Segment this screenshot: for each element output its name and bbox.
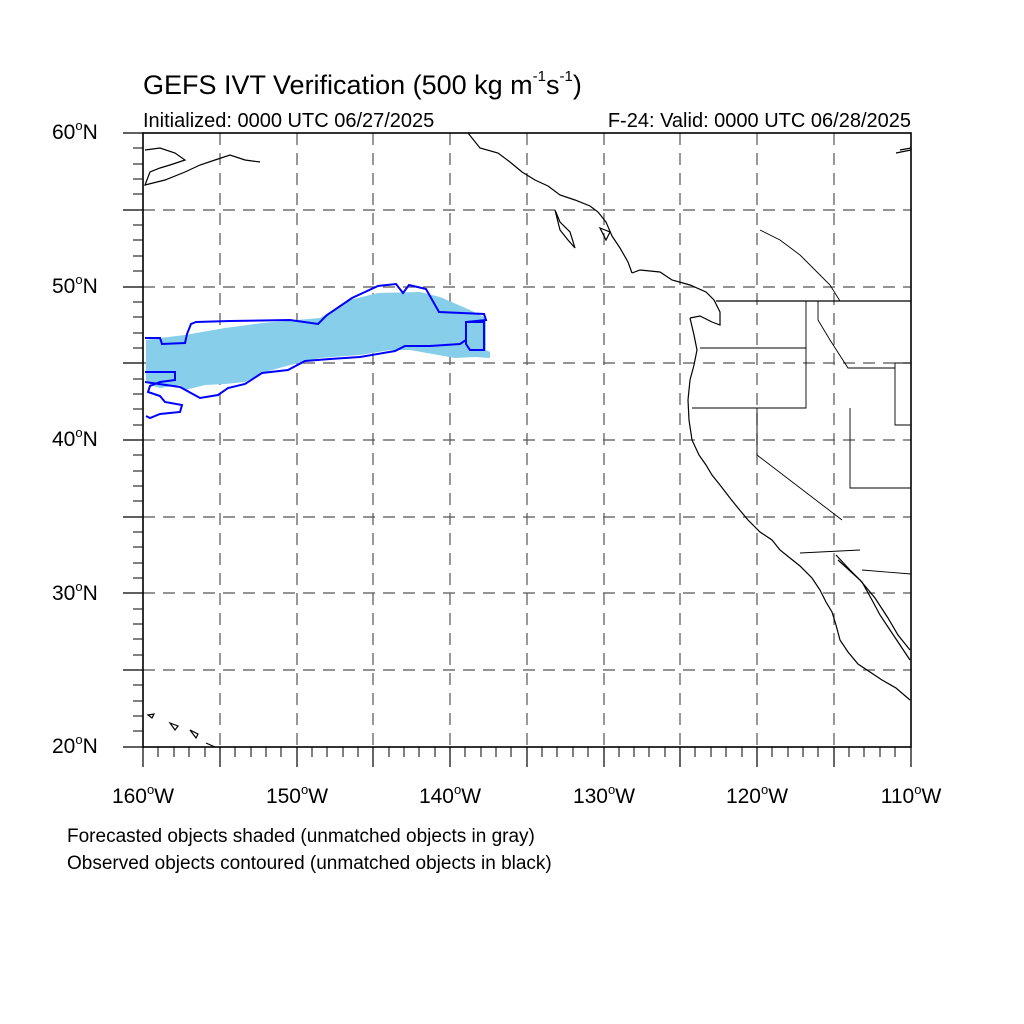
alaska-islands	[554, 209, 611, 249]
bc-coast	[631, 269, 721, 326]
observed-contour-main	[144, 282, 488, 400]
forecast-object-shade	[146, 292, 490, 390]
lon-label-130w: 130oW	[572, 782, 636, 808]
valid-time: F-24: Valid: 0000 UTC 06/28/2025	[607, 110, 911, 132]
mainland-mexico-coast	[837, 559, 911, 651]
lat-label-20n: 20oN	[52, 732, 98, 758]
lat-label-30n: 30oN	[52, 579, 98, 605]
minor-tick-marks	[133, 147, 896, 757]
lat-label-40n: 40oN	[52, 425, 98, 451]
tick-marks	[123, 132, 912, 767]
lon-label-140w: 140oW	[418, 782, 482, 808]
lon-label-150w: 150oW	[265, 782, 329, 808]
state-borders	[692, 301, 912, 575]
lon-label-160w: 160oW	[111, 782, 175, 808]
alaska-coast	[467, 132, 633, 274]
observed-legend-note: Observed objects contoured (unmatched ob…	[67, 853, 552, 874]
lon-label-110w: 110oW	[880, 782, 942, 808]
observed-object-contours	[144, 282, 488, 420]
initialized-time: Initialized: 0000 UTC 06/27/2025	[143, 110, 435, 132]
lon-label-120w: 120oW	[725, 782, 789, 808]
forecast-legend-note: Forecasted objects shaded (unmatched obj…	[67, 826, 535, 847]
observed-contour-west-arm	[145, 371, 184, 420]
coastlines	[144, 132, 912, 748]
west-coast	[687, 317, 911, 701]
plot-title: GEFS IVT Verification (500 kg m-1s-1)	[143, 68, 582, 100]
lat-label-60n: 60oN	[52, 118, 98, 144]
hawaii-islands	[146, 713, 216, 748]
bering-coast	[144, 147, 912, 186]
observed-contour-east-box	[465, 321, 485, 351]
grid-lines	[143, 133, 911, 747]
idaho-montana-border	[759, 229, 841, 302]
lat-label-50n: 50oN	[52, 272, 98, 298]
